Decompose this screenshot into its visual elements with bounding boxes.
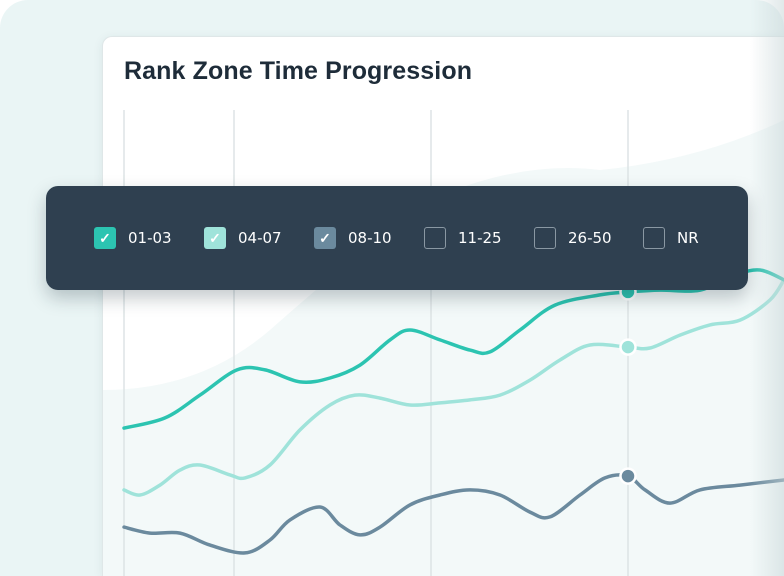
legend-item-26-50[interactable]: 26-50 <box>534 227 612 249</box>
checkbox-checked[interactable]: ✓ <box>204 227 226 249</box>
legend-item-nr[interactable]: NR <box>643 227 699 249</box>
series-line-04-07 <box>122 278 784 497</box>
checkbox-checked[interactable]: ✓ <box>94 227 116 249</box>
legend-item-01-03[interactable]: ✓ 01-03 <box>94 227 172 249</box>
data-point-04-07 <box>619 338 637 356</box>
legend-label: 11-25 <box>458 229 502 247</box>
legend-label: 04-07 <box>238 229 282 247</box>
checkbox[interactable] <box>643 227 665 249</box>
checkbox-checked[interactable]: ✓ <box>314 227 336 249</box>
legend-item-08-10[interactable]: ✓ 08-10 <box>314 227 392 249</box>
legend-item-04-07[interactable]: ✓ 04-07 <box>204 227 282 249</box>
data-point-08-10 <box>619 467 637 485</box>
checkbox[interactable] <box>534 227 556 249</box>
series-line-01-03 <box>122 268 784 430</box>
legend-item-11-25[interactable]: 11-25 <box>424 227 502 249</box>
checkbox[interactable] <box>424 227 446 249</box>
series-line-08-10 <box>122 473 784 555</box>
legend-label: 08-10 <box>348 229 392 247</box>
legend-label: 01-03 <box>128 229 172 247</box>
legend-label: NR <box>677 229 699 247</box>
legend-label: 26-50 <box>568 229 612 247</box>
page-title: Rank Zone Time Progression <box>124 57 473 85</box>
series-filter-panel: ✓ 01-03 ✓ 04-07 ✓ 08-10 11-25 26-50 NR <box>46 186 748 290</box>
background-blob <box>103 110 784 390</box>
